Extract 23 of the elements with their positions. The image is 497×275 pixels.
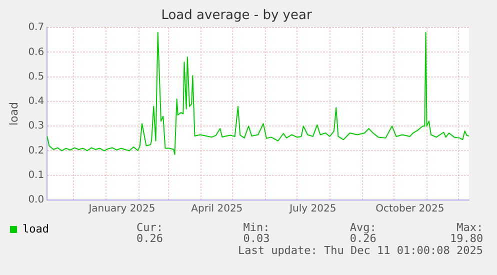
x-tick-label: April 2025 bbox=[191, 204, 243, 215]
chart-title: Load average - by year bbox=[161, 8, 312, 24]
text: 0.26 bbox=[136, 232, 163, 245]
text: Avg: bbox=[350, 220, 376, 234]
y-tick-label: 0.4 bbox=[28, 96, 44, 108]
x-tick-label: October 2025 bbox=[376, 204, 444, 215]
text: Last update: Thu Dec 11 01:00:08 2025 bbox=[238, 244, 483, 257]
y-tick-label: 0.1 bbox=[28, 170, 44, 181]
y-tick-label: 0.3 bbox=[28, 120, 44, 132]
y-axis-title: load bbox=[7, 102, 20, 126]
y-tick-label: 0.5 bbox=[28, 71, 44, 82]
y-tick-label: 0.6 bbox=[28, 46, 44, 58]
y-tick-label: 0.0 bbox=[28, 194, 44, 206]
x-tick-label: January 2025 bbox=[88, 204, 156, 215]
y-tick-label: 0.2 bbox=[28, 145, 44, 156]
text: Cur: bbox=[136, 220, 163, 234]
legend-label: load bbox=[22, 222, 49, 236]
y-tick-label: 0.7 bbox=[28, 22, 44, 34]
text: 0.03 bbox=[243, 232, 270, 245]
text: 19.80 bbox=[450, 232, 484, 245]
x-tick-label: July 2025 bbox=[288, 204, 336, 215]
text: Max: bbox=[456, 220, 484, 234]
text: Min: bbox=[243, 220, 270, 234]
